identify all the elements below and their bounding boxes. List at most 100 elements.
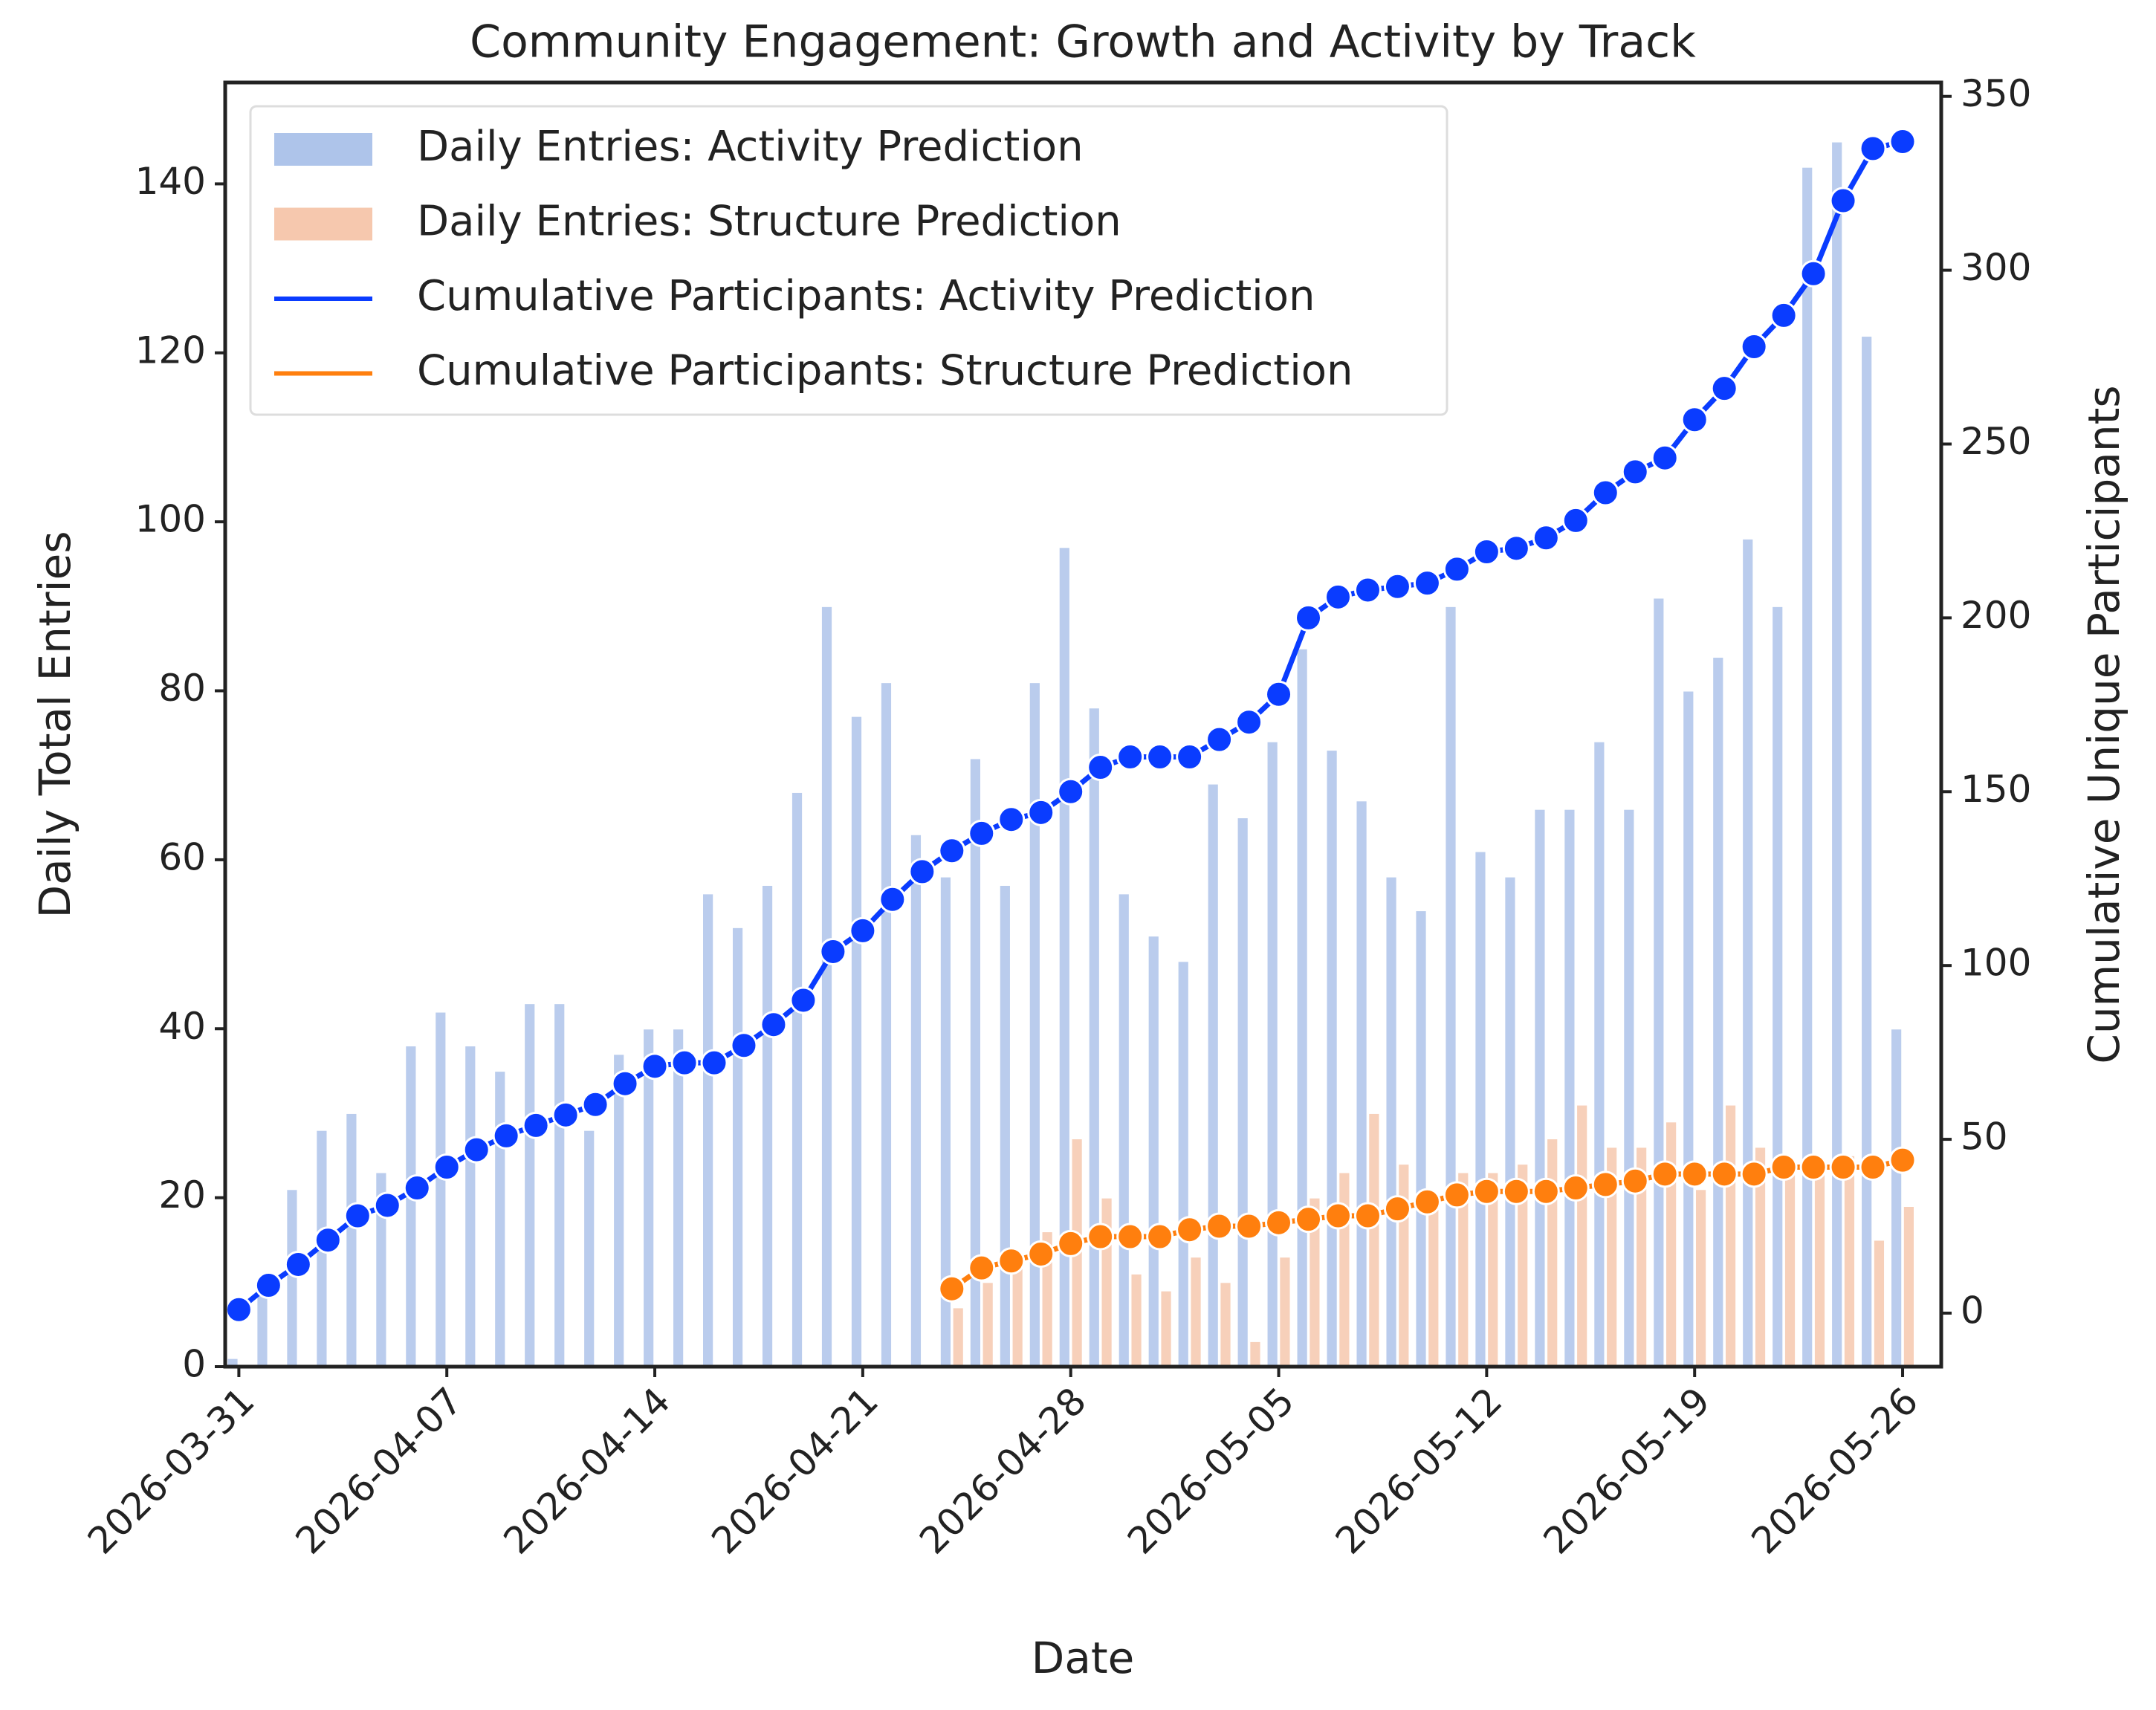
bar [1771, 605, 1784, 1367]
marker [1651, 444, 1679, 472]
x-tick-label: 2026-04-28 [911, 1379, 1094, 1562]
marker [1621, 1167, 1649, 1195]
marker [1472, 1177, 1501, 1205]
marker [1057, 1229, 1085, 1257]
bar [1622, 808, 1636, 1367]
marker [760, 1011, 788, 1039]
bar [1503, 875, 1517, 1367]
bar [1367, 1112, 1381, 1368]
bar [731, 926, 745, 1368]
marker [1146, 1222, 1174, 1251]
marker [1740, 333, 1768, 361]
marker [1710, 1160, 1738, 1188]
marker [968, 1254, 996, 1282]
marker [224, 1295, 253, 1324]
marker [551, 1101, 580, 1129]
x-tick-label: 2026-05-26 [1744, 1379, 1926, 1562]
marker [1591, 479, 1619, 507]
marker [1799, 1153, 1828, 1181]
bar [1236, 817, 1249, 1367]
marker [1116, 1222, 1145, 1251]
marker [908, 858, 936, 886]
marker [1502, 1177, 1530, 1205]
bar [434, 1011, 447, 1368]
legend-label: Cumulative Participants: Activity Predic… [417, 272, 1315, 320]
marker [1235, 708, 1263, 736]
x-tick-label: 2026-04-07 [288, 1379, 470, 1562]
x-tick-label: 2026-05-12 [1327, 1379, 1510, 1562]
bar [1325, 749, 1338, 1367]
marker [1353, 576, 1382, 604]
bar [1576, 1104, 1589, 1368]
marker [1770, 301, 1798, 329]
bar [1890, 1028, 1903, 1368]
bar [1176, 960, 1190, 1367]
marker [1651, 1160, 1679, 1188]
bar [1830, 140, 1844, 1367]
y-tick-label: 120 [135, 328, 206, 372]
legend-swatch [274, 133, 372, 166]
marker [1829, 1153, 1857, 1181]
marker [403, 1174, 431, 1202]
legend-label: Daily Entries: Structure Prediction [417, 198, 1121, 246]
legend-box [249, 105, 1448, 416]
marker [1413, 569, 1441, 597]
y-tick-label: 60 [158, 835, 206, 878]
bar [493, 1070, 507, 1367]
marker [1235, 1212, 1263, 1240]
x-tick-label: 2026-04-21 [703, 1379, 886, 1562]
bar [1219, 1281, 1232, 1368]
marker [492, 1121, 520, 1150]
marker [1561, 506, 1590, 534]
marker [343, 1202, 372, 1230]
bar [612, 1053, 626, 1367]
bar [1427, 1196, 1440, 1368]
bar [1147, 935, 1160, 1368]
marker [1443, 1181, 1471, 1209]
marker [700, 1049, 728, 1077]
marker [997, 1247, 1026, 1275]
bar [1087, 707, 1101, 1367]
x-tick-label: 2026-04-14 [496, 1379, 679, 1562]
bar [1397, 1163, 1411, 1367]
bar [1159, 1289, 1173, 1367]
marker [1888, 1146, 1917, 1174]
legend-label: Cumulative Participants: Structure Predi… [417, 347, 1353, 395]
y2-tick-label: 100 [1961, 942, 2031, 985]
bar [1130, 1272, 1143, 1368]
bar [1011, 1264, 1024, 1368]
bar [820, 605, 834, 1367]
marker [1146, 743, 1174, 771]
y2-tick-label: 200 [1961, 594, 2031, 637]
bar [1872, 1239, 1886, 1367]
marker [1265, 1208, 1293, 1237]
marker [878, 885, 907, 913]
bar [1266, 740, 1279, 1367]
bar [1652, 597, 1665, 1368]
bar [1206, 783, 1220, 1368]
bar [1741, 537, 1755, 1367]
bar [1783, 1171, 1797, 1368]
legend: Daily Entries: Activity Prediction Daily … [249, 105, 1448, 416]
marker [1057, 777, 1085, 806]
bar [1665, 1121, 1678, 1367]
marker [1502, 534, 1530, 563]
bar [1682, 690, 1695, 1367]
x-tick-label: 2026-05-05 [1119, 1379, 1302, 1562]
marker [254, 1272, 282, 1300]
bar [849, 715, 864, 1367]
marker [1265, 680, 1293, 708]
bar [404, 1045, 418, 1367]
bar [998, 884, 1011, 1367]
marker [819, 937, 847, 965]
bar [1117, 893, 1130, 1367]
y-tick-label: 40 [158, 1005, 206, 1048]
marker [1443, 555, 1471, 583]
y-tick-label: 140 [135, 160, 206, 203]
marker [1740, 1160, 1768, 1188]
bar [1860, 335, 1874, 1368]
marker [1859, 1153, 1887, 1181]
marker [1532, 524, 1560, 552]
marker [1561, 1174, 1590, 1202]
